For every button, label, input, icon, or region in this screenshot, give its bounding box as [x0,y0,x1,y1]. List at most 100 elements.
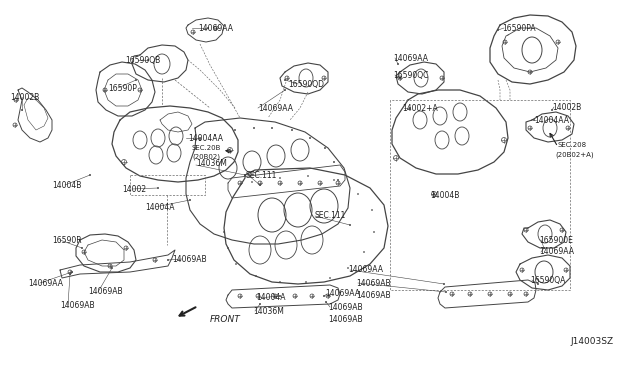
Ellipse shape [305,281,307,283]
Text: 16590QA: 16590QA [530,276,565,285]
Ellipse shape [324,147,326,149]
Ellipse shape [167,259,169,261]
Ellipse shape [71,271,73,273]
Text: (20B02+A): (20B02+A) [555,152,594,158]
Ellipse shape [234,129,236,131]
Ellipse shape [333,179,335,180]
Ellipse shape [357,193,358,195]
Ellipse shape [325,301,327,303]
Ellipse shape [259,184,260,186]
Text: SEC.20B: SEC.20B [192,145,221,151]
Text: 14069AB: 14069AB [60,301,95,310]
Text: 14036M: 14036M [253,307,284,315]
Text: 14069AB: 14069AB [356,279,390,288]
Ellipse shape [371,209,372,211]
Text: 14004AA: 14004AA [534,115,569,125]
Ellipse shape [259,303,260,305]
Text: 14069AA: 14069AA [348,266,383,275]
Ellipse shape [189,199,191,201]
Ellipse shape [236,263,237,264]
Text: 14002+A: 14002+A [402,103,438,112]
Ellipse shape [307,176,308,177]
Ellipse shape [433,193,435,195]
Text: 14069AB: 14069AB [356,292,390,301]
Text: 16590QB: 16590QB [125,55,160,64]
Text: J14003SZ: J14003SZ [570,337,613,346]
Ellipse shape [348,267,349,269]
Ellipse shape [135,79,137,81]
Text: 16590PA: 16590PA [502,23,536,32]
Text: 14069AA: 14069AA [28,279,63,288]
Text: 16590P: 16590P [108,83,137,93]
Ellipse shape [157,187,159,189]
Ellipse shape [409,107,411,109]
Ellipse shape [252,182,253,183]
Text: SEC.111: SEC.111 [246,170,277,180]
Ellipse shape [497,29,499,31]
Ellipse shape [323,295,324,297]
Text: 14036M: 14036M [196,158,227,167]
Text: 14004A: 14004A [256,294,285,302]
Text: 16590QD: 16590QD [288,80,324,89]
Text: 14069AB: 14069AB [328,302,363,311]
Ellipse shape [255,275,257,277]
Ellipse shape [333,161,335,163]
Ellipse shape [284,89,285,91]
Text: 14002B: 14002B [10,93,39,102]
Ellipse shape [399,77,401,79]
Ellipse shape [537,283,539,285]
Ellipse shape [330,278,331,279]
Text: 14069AB: 14069AB [88,288,123,296]
Ellipse shape [445,291,447,293]
Text: 165900E: 165900E [539,235,573,244]
Text: SEC.111: SEC.111 [315,211,346,219]
Ellipse shape [373,231,374,232]
Ellipse shape [533,119,535,121]
Ellipse shape [69,273,71,275]
Ellipse shape [111,267,113,269]
Ellipse shape [279,295,281,297]
Text: 14004AA: 14004AA [188,134,223,142]
Text: 14002B: 14002B [552,103,581,112]
Text: SEC.208: SEC.208 [558,142,587,148]
Ellipse shape [21,109,23,111]
Ellipse shape [214,134,216,136]
Ellipse shape [89,174,91,176]
Text: 14004B: 14004B [52,180,81,189]
Ellipse shape [227,247,228,248]
Ellipse shape [223,231,225,232]
Ellipse shape [397,63,399,65]
Text: (20B02): (20B02) [192,154,220,160]
Text: 14069AA: 14069AA [198,23,233,32]
Ellipse shape [284,79,285,81]
Ellipse shape [207,27,209,29]
Text: 14002: 14002 [122,185,146,193]
Ellipse shape [337,179,339,181]
Ellipse shape [271,127,273,129]
Ellipse shape [147,59,148,61]
Text: 14069AA: 14069AA [258,103,293,112]
Ellipse shape [291,129,292,131]
Text: 16590QC: 16590QC [393,71,428,80]
Text: 14069AA: 14069AA [325,289,360,298]
Text: 16590R: 16590R [52,235,82,244]
Text: 14004A: 14004A [145,202,175,212]
Ellipse shape [81,247,83,249]
Text: FRONT: FRONT [210,315,241,324]
Text: 14004B: 14004B [430,190,460,199]
Ellipse shape [349,224,351,226]
Ellipse shape [543,247,545,249]
Ellipse shape [253,127,255,129]
Ellipse shape [364,251,365,253]
Ellipse shape [309,137,311,139]
Text: 14069AB: 14069AB [328,314,363,324]
Ellipse shape [543,247,545,249]
Ellipse shape [199,139,201,141]
Text: 14069AA: 14069AA [393,54,428,62]
Ellipse shape [444,283,445,285]
Ellipse shape [244,174,246,176]
Ellipse shape [199,137,201,139]
Text: 14069AA: 14069AA [539,247,574,257]
Text: 14069AB: 14069AB [172,254,207,263]
Ellipse shape [551,109,553,111]
